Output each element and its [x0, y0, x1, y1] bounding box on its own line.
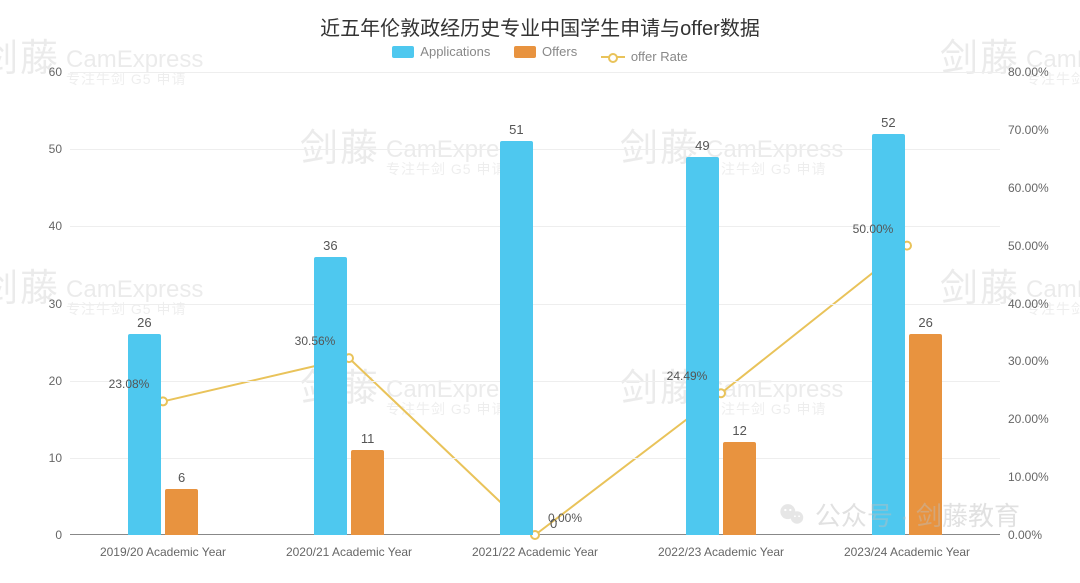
gridline [70, 149, 1000, 150]
ytick-left: 30 [49, 297, 70, 311]
bar-label-applications: 52 [881, 115, 895, 134]
ytick-right: 20.00% [1000, 412, 1049, 426]
xtick: 2021/22 Academic Year [472, 535, 598, 559]
ytick-left: 40 [49, 219, 70, 233]
gridline [70, 304, 1000, 305]
gridline [70, 381, 1000, 382]
bar-offers: 12 [723, 442, 756, 535]
line-label-offer-rate: 23.08% [109, 377, 150, 395]
ytick-right: 50.00% [1000, 239, 1049, 253]
bar-applications: 49 [686, 157, 719, 535]
ytick-left: 50 [49, 142, 70, 156]
bar-label-applications: 49 [695, 138, 709, 157]
ytick-right: 60.00% [1000, 181, 1049, 195]
legend-item-applications: Applications [392, 44, 490, 59]
ytick-left: 10 [49, 451, 70, 465]
ytick-right: 10.00% [1000, 470, 1049, 484]
ytick-right: 0.00% [1000, 528, 1042, 542]
ytick-left: 60 [49, 65, 70, 79]
swatch-applications [392, 46, 414, 58]
ytick-right: 70.00% [1000, 123, 1049, 137]
bar-label-offers: 26 [918, 315, 932, 334]
ytick-left: 0 [55, 528, 70, 542]
ytick-right: 30.00% [1000, 354, 1049, 368]
bar-applications: 51 [500, 141, 533, 535]
legend-label-offer-rate: offer Rate [631, 49, 688, 64]
bar-label-applications: 26 [137, 315, 151, 334]
bar-label-offers: 6 [178, 470, 185, 489]
bar-applications: 26 [128, 334, 161, 535]
xtick: 2020/21 Academic Year [286, 535, 412, 559]
ytick-right: 80.00% [1000, 65, 1049, 79]
legend-item-offer-rate: offer Rate [601, 49, 688, 64]
bar-offers: 26 [909, 334, 942, 535]
legend-item-offers: Offers [514, 44, 577, 59]
xtick: 2023/24 Academic Year [844, 535, 970, 559]
line-label-offer-rate: 30.56% [295, 334, 336, 352]
bar-label-applications: 36 [323, 238, 337, 257]
swatch-offers [514, 46, 536, 58]
bar-offers: 6 [165, 489, 198, 535]
legend: Applications Offers offer Rate [0, 44, 1080, 64]
xtick: 2019/20 Academic Year [100, 535, 226, 559]
gridline [70, 72, 1000, 73]
line-label-offer-rate: 0.00% [548, 511, 582, 529]
chart-container: 剑藤CamExpress专注牛剑 G5 申请剑藤CamExpress专注牛剑 G… [0, 0, 1080, 583]
legend-label-offers: Offers [542, 44, 577, 59]
bar-label-offers: 11 [361, 431, 375, 450]
plot-area: 01020304050600.00%10.00%20.00%30.00%40.0… [70, 72, 1000, 535]
ytick-right: 40.00% [1000, 297, 1049, 311]
bar-offers: 11 [351, 450, 384, 535]
swatch-offer-rate [601, 56, 625, 58]
xtick: 2022/23 Academic Year [658, 535, 784, 559]
line-label-offer-rate: 50.00% [853, 222, 894, 240]
gridline [70, 458, 1000, 459]
bar-label-offers: 12 [732, 423, 746, 442]
ytick-left: 20 [49, 374, 70, 388]
bar-applications: 52 [872, 134, 905, 535]
bar-applications: 36 [314, 257, 347, 535]
legend-label-applications: Applications [420, 44, 490, 59]
line-label-offer-rate: 24.49% [667, 369, 708, 387]
chart-title: 近五年伦敦政经历史专业中国学生申请与offer数据 [0, 12, 1080, 41]
bar-label-applications: 51 [509, 122, 523, 141]
